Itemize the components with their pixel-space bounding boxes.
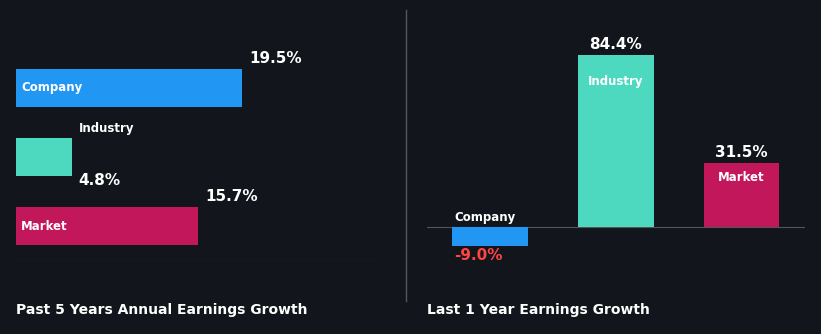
Text: Company: Company (21, 81, 82, 95)
Bar (704, 163, 779, 227)
Bar (16, 69, 242, 107)
Text: 31.5%: 31.5% (715, 145, 768, 160)
Bar (16, 138, 72, 176)
Text: Company: Company (455, 211, 516, 224)
Text: 19.5%: 19.5% (249, 50, 301, 65)
Text: 15.7%: 15.7% (205, 189, 258, 203)
Text: 84.4%: 84.4% (589, 37, 642, 52)
Text: 4.8%: 4.8% (79, 172, 121, 187)
Text: -9.0%: -9.0% (455, 247, 503, 263)
Bar (452, 227, 528, 246)
Text: Market: Market (21, 219, 67, 232)
Text: Industry: Industry (588, 75, 644, 88)
Text: Past 5 Years Annual Earnings Growth: Past 5 Years Annual Earnings Growth (16, 303, 308, 317)
Bar (578, 54, 654, 227)
Text: Market: Market (718, 171, 765, 184)
Text: Industry: Industry (79, 122, 135, 135)
Bar (16, 207, 198, 245)
Text: Last 1 Year Earnings Growth: Last 1 Year Earnings Growth (427, 303, 649, 317)
